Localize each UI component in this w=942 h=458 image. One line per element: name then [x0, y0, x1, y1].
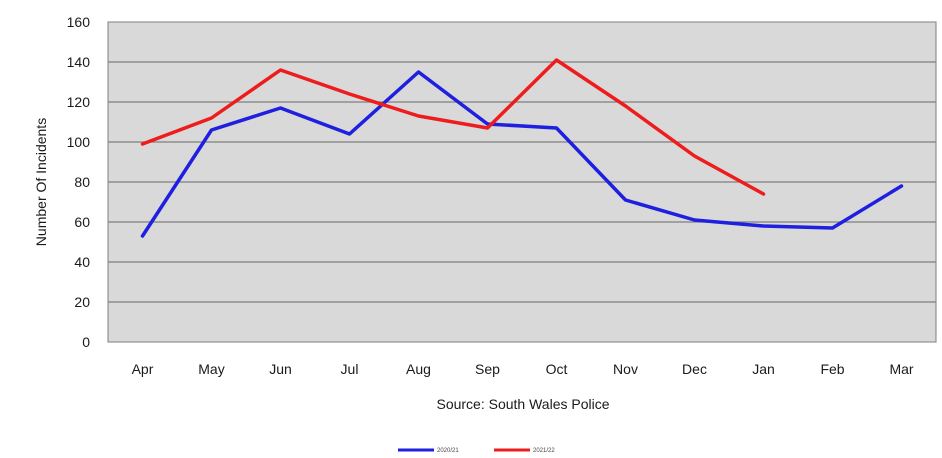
data-point — [210, 116, 214, 120]
y-tick-label: 20 — [74, 294, 90, 310]
data-point — [348, 132, 352, 136]
data-point — [555, 58, 559, 62]
data-point — [417, 114, 421, 118]
data-point — [762, 192, 766, 196]
data-point — [486, 126, 490, 130]
y-tick-label: 160 — [67, 14, 91, 30]
x-axis-title: Source: South Wales Police — [436, 396, 609, 412]
data-point — [762, 224, 766, 228]
y-tick-label: 100 — [67, 134, 91, 150]
x-axis-ticks: Apr May Jun Jul Aug Sep Oct Nov Dec Jan Feb Mar — [132, 361, 914, 377]
legend-label: 2020/21 — [437, 448, 459, 454]
y-tick-label: 60 — [74, 214, 90, 230]
x-tick-label: Apr — [132, 361, 154, 377]
x-tick-label: Feb — [820, 361, 844, 377]
x-tick-label: Aug — [406, 361, 431, 377]
series-lines — [140, 58, 904, 238]
y-axis-ticks: 0 20 40 60 80 100 120 140 160 — [67, 14, 91, 350]
y-tick-label: 40 — [74, 254, 90, 270]
x-tick-label: Mar — [889, 361, 913, 377]
x-tick-label: Nov — [613, 361, 638, 377]
x-tick-label: Jan — [752, 361, 775, 377]
legend: 2020/21 2021/22 — [398, 448, 555, 454]
data-point — [141, 142, 145, 146]
data-point — [279, 68, 283, 72]
data-point — [831, 226, 835, 230]
data-point — [348, 92, 352, 96]
data-point — [279, 106, 283, 110]
data-point — [555, 126, 559, 130]
data-point — [900, 184, 904, 188]
y-tick-label: 0 — [82, 334, 90, 350]
x-tick-label: Dec — [682, 361, 707, 377]
data-point — [624, 104, 628, 108]
x-tick-label: May — [198, 361, 224, 377]
x-tick-label: Oct — [546, 361, 568, 377]
data-point — [417, 70, 421, 74]
data-point — [210, 128, 214, 132]
x-tick-label: Jun — [269, 361, 292, 377]
x-tick-label: Jul — [341, 361, 359, 377]
data-point — [693, 154, 697, 158]
data-point — [624, 198, 628, 202]
legend-label: 2021/22 — [533, 448, 555, 454]
y-axis-title: Number Of Incidents — [33, 118, 49, 246]
x-tick-label: Sep — [475, 361, 500, 377]
series-line-1 — [140, 58, 766, 196]
y-tick-label: 140 — [67, 54, 91, 70]
y-tick-label: 80 — [74, 174, 90, 190]
series-line-0 — [140, 70, 904, 238]
data-point — [141, 234, 145, 238]
y-tick-label: 120 — [67, 94, 91, 110]
gridlines — [108, 61, 936, 303]
data-point — [693, 218, 697, 222]
